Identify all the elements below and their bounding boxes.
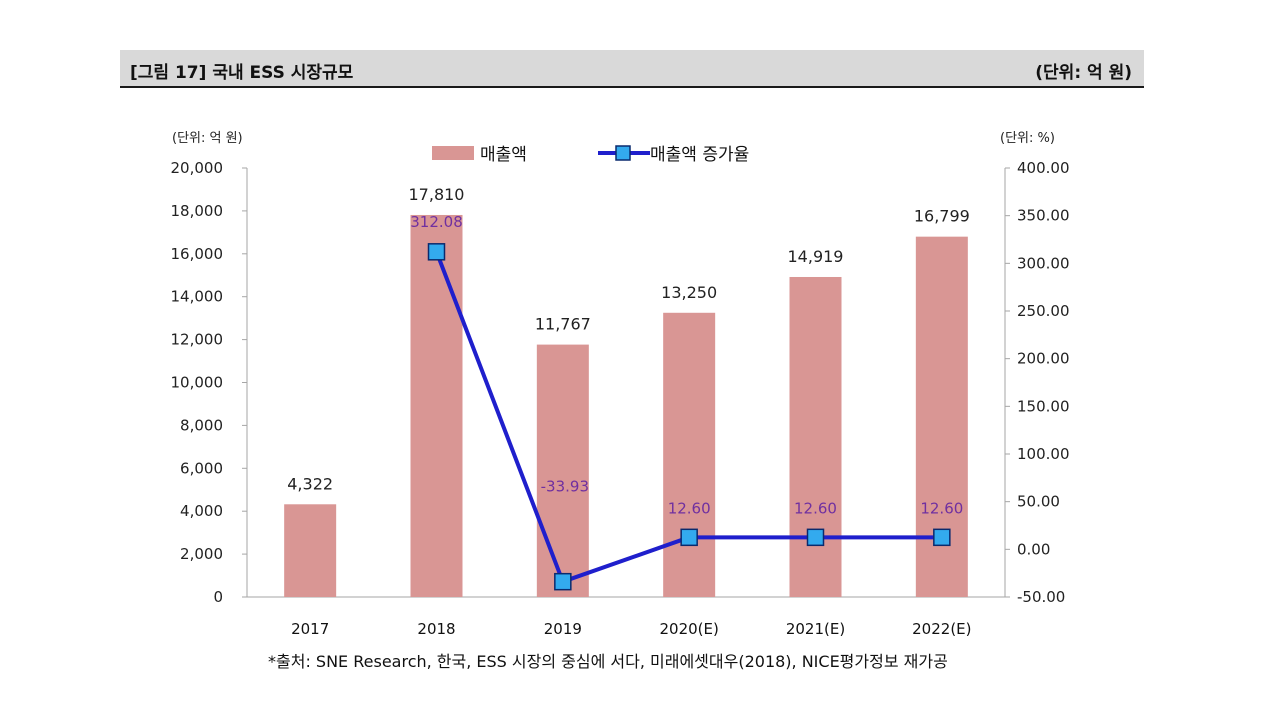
bar [663,312,716,597]
line-value-label: 12.60 [920,499,963,517]
left-tick-label: 18,000 [171,202,224,220]
legend-bar-label: 매출액 [480,145,527,165]
right-tick-label: -50.00 [1017,588,1065,606]
bar-value-label: 17,810 [409,185,465,204]
left-tick-label: 10,000 [171,374,224,392]
line-value-label: -33.93 [541,478,589,496]
line-marker [427,243,446,261]
left-tick-label: 12,000 [171,331,224,349]
x-tick-label: 2018 [417,620,455,638]
bar [536,344,589,597]
right-axis-unit: (단위: %) [1000,131,1055,146]
right-tick-label: 50.00 [1017,493,1060,511]
left-tick-label: 6,000 [180,459,223,477]
right-tick-label: 400.00 [1017,159,1070,177]
right-tick-label: 150.00 [1017,397,1070,415]
line-value-label: 12.60 [668,499,711,517]
line-value-label: 12.60 [794,499,837,517]
figure-header: [그림 17] 국내 ESS 시장규모 (단위: 억 원) [120,50,1144,88]
left-tick-label: 14,000 [171,288,224,306]
source-note: *출처: SNE Research, 한국, ESS 시장의 중심에 서다, 미… [268,652,948,671]
line-marker [806,528,825,547]
bar [410,214,463,597]
bar-value-label: 4,322 [287,474,333,493]
figure-unit: (단위: 억 원) [1035,63,1132,83]
right-tick-label: 250.00 [1017,302,1070,320]
legend-bar-swatch [432,146,474,160]
left-axis-unit: (단위: 억 원) [172,131,243,146]
x-tick-label: 2021(E) [786,620,845,638]
left-tick-label: 0 [213,588,223,606]
x-tick-label: 2017 [291,620,329,638]
left-tick-label: 4,000 [180,502,223,520]
bar-value-label: 14,919 [788,247,844,266]
left-tick-label: 8,000 [180,416,223,434]
right-tick-label: 300.00 [1017,254,1070,272]
bar-value-label: 11,767 [535,315,591,334]
bar-value-label: 13,250 [661,283,717,302]
bar-value-label: 16,799 [914,207,970,226]
line-value-label: 312.08 [410,213,463,231]
right-tick-label: 100.00 [1017,445,1070,463]
x-tick-label: 2019 [544,620,582,638]
bar [789,276,842,597]
left-tick-label: 20,000 [171,159,224,177]
left-tick-label: 16,000 [171,245,224,263]
right-tick-label: 0.00 [1017,540,1050,558]
figure-title: [그림 17] 국내 ESS 시장규모 [130,63,354,83]
line-marker [933,528,951,547]
left-tick-label: 2,000 [180,545,223,563]
line-marker [680,528,698,547]
line-marker [554,572,572,591]
bar [284,504,337,597]
x-tick-label: 2022(E) [912,620,971,638]
legend-line-marker [615,145,631,161]
x-tick-label: 2020(E) [659,620,718,638]
right-tick-label: 350.00 [1017,207,1070,225]
legend-line-label: 매출액 증가율 [650,145,749,165]
right-tick-label: 200.00 [1017,350,1070,368]
